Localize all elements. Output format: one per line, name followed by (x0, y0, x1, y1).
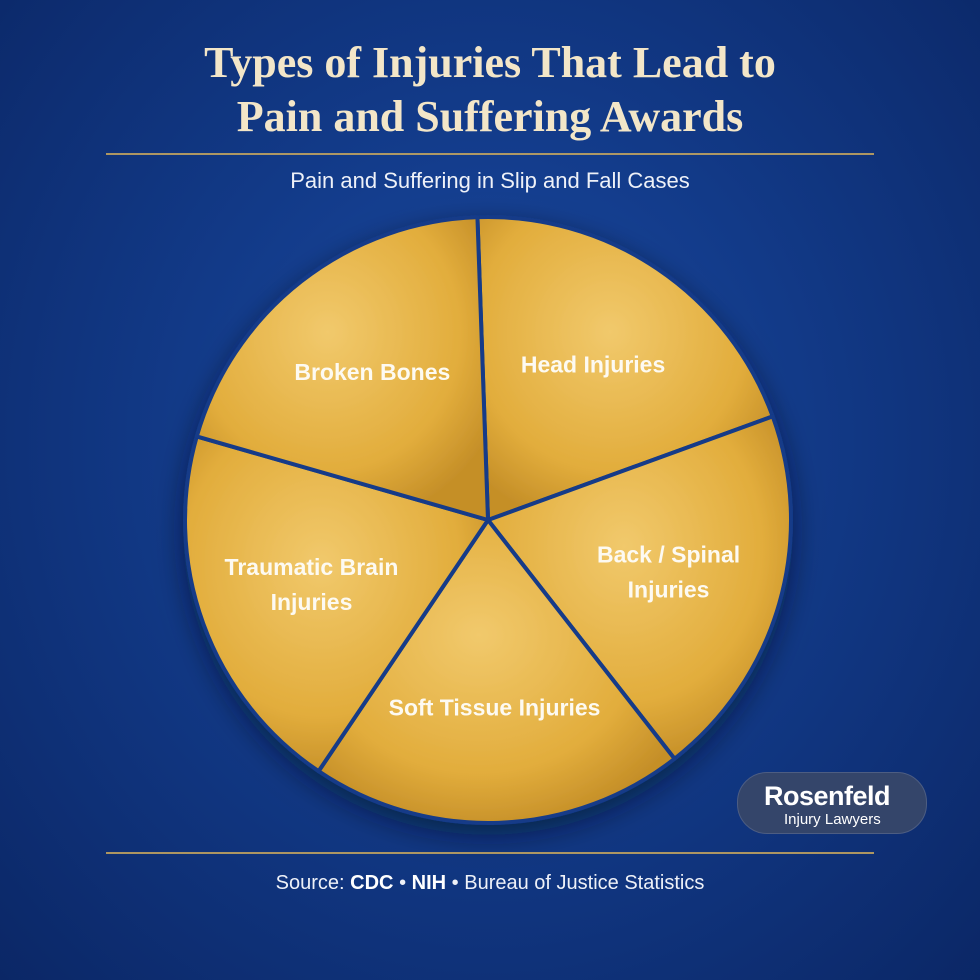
chart-title-line-2: Pain and Suffering Awards (236, 92, 744, 141)
source-prefix: Source: (275, 872, 345, 894)
chart-title-line-1: Types of Injuries That Lead to (204, 38, 776, 87)
pie-label-2: Soft Tissue Injuries (389, 695, 601, 721)
chart-subtitle: Pain and Suffering in Slip and Fall Case… (290, 168, 690, 193)
pie-slice-4 (194, 215, 490, 522)
pie-label-3: Traumatic Brain Injuries (225, 554, 399, 615)
pie-slice-0 (475, 215, 775, 522)
pie-labels: Head Injuries Back / Spinal Injuries Soft T… (225, 351, 741, 720)
source-line: Source: CDC • NIH • Bureau of Justice St… (0, 872, 980, 895)
pie-slice-3 (183, 434, 490, 774)
source-nih: NIH (411, 872, 447, 894)
logo-name: Rosenfeld (764, 781, 891, 811)
source-bjs: Bureau of Justice Statistics (464, 872, 705, 894)
chart-title: Types of Injuries That Lead to Pain and … (0, 36, 980, 144)
pie-slices (183, 215, 793, 825)
pie-slice-1 (486, 414, 793, 761)
pie-label-1: Back / Spinal Injuries (597, 541, 740, 602)
source-separator-1: • (399, 872, 407, 894)
rosenfeld-logo: Rosenfeld Injury Lawyers (737, 772, 927, 834)
pie-label-4: Broken Bones (294, 359, 450, 385)
bottom-divider (106, 852, 874, 854)
logo-tagline: Injury Lawyers (784, 811, 881, 828)
pie-label-0: Head Injuries (521, 351, 665, 377)
pie-slice-2 (316, 518, 677, 825)
source-separator-2: • (451, 872, 459, 894)
top-divider (106, 153, 874, 155)
source-cdc: CDC (350, 872, 394, 894)
